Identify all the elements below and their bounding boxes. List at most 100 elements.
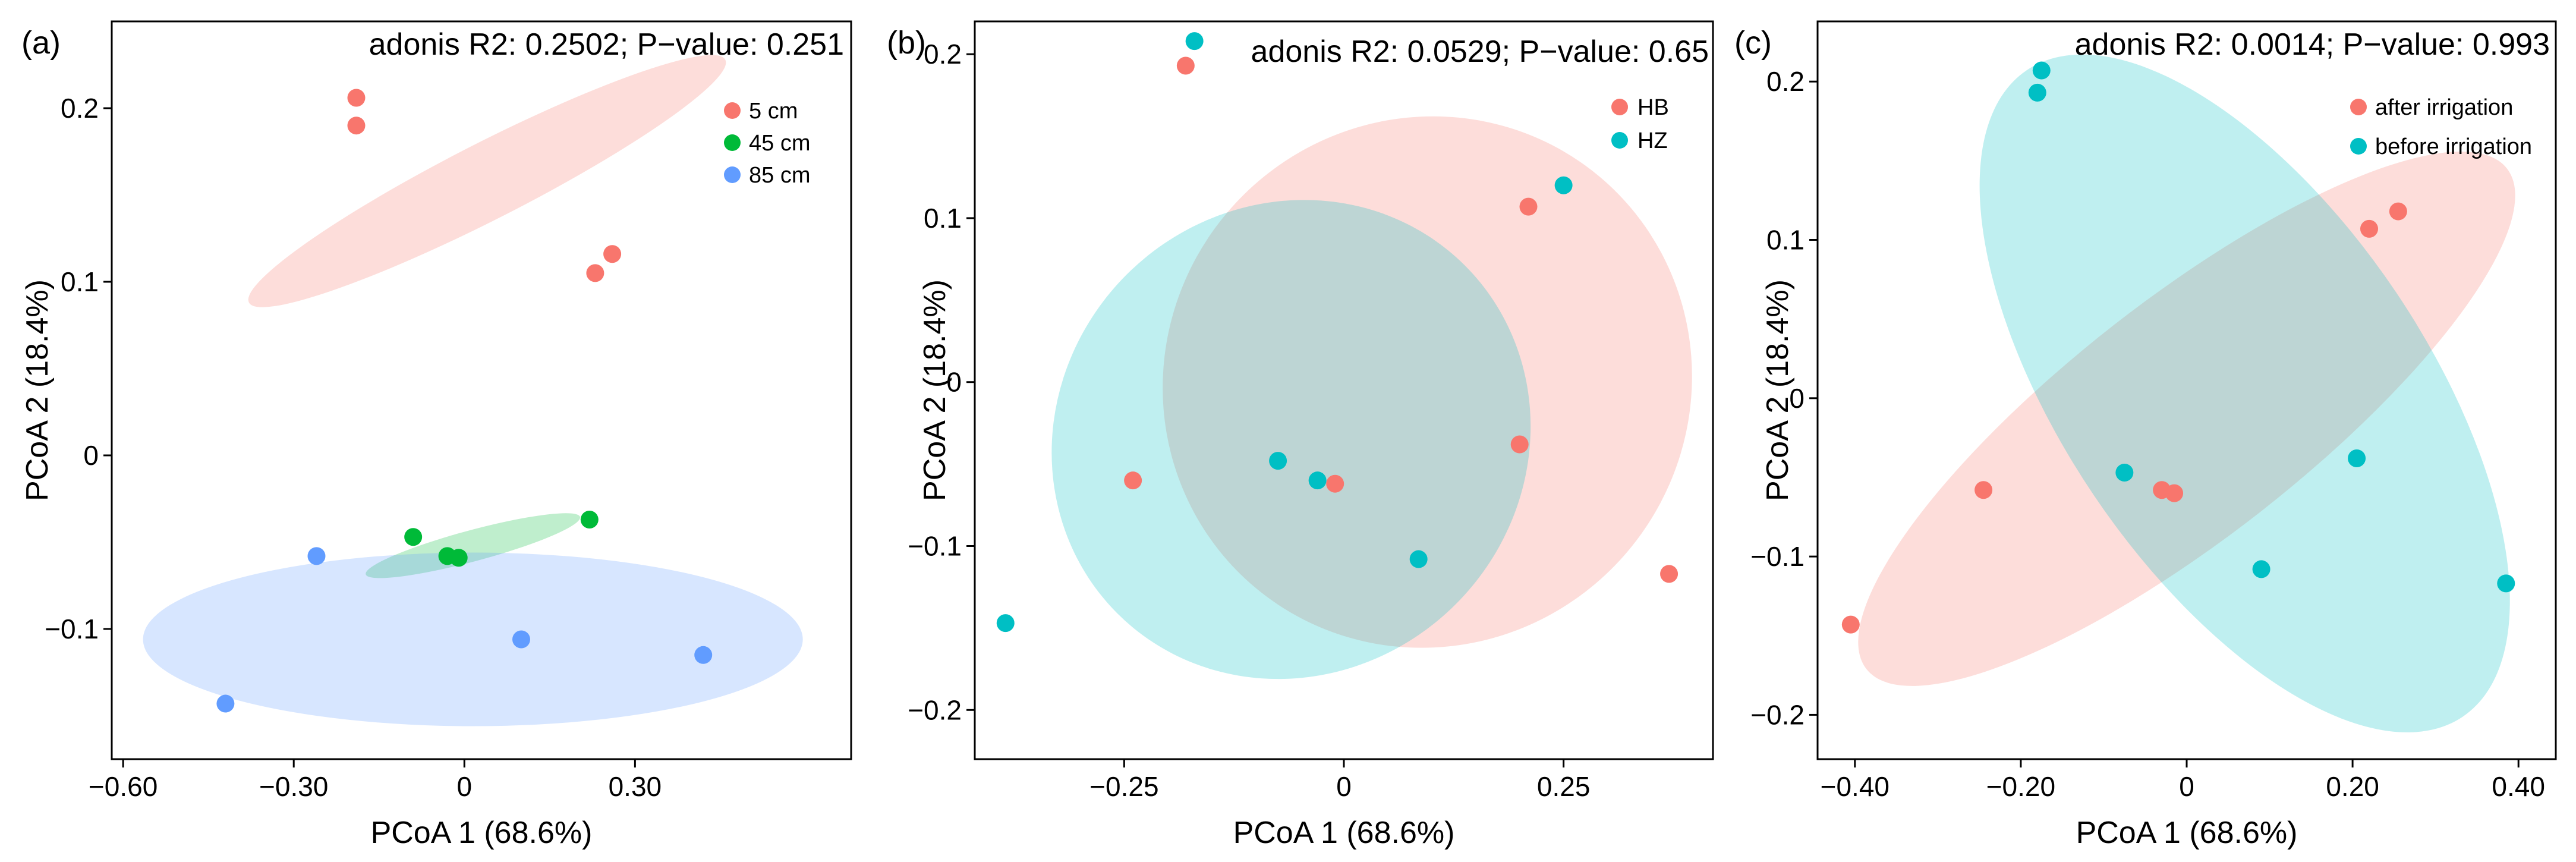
data-point-before-irrigation: [2252, 560, 2270, 578]
panel-b: −0.25 0 0.25 −0.2 −0.1 0 0.1 0.2 PCoA 1 (68.6%) P…: [887, 20, 1714, 850]
y-tick-label: 0.2: [61, 93, 99, 124]
adonis-annotation: adonis R2: 0.0529; P−value: 0.65: [1251, 34, 1709, 69]
data-point-85-cm: [512, 630, 530, 649]
data-point-hz: [1308, 471, 1327, 490]
series-hb: [1124, 56, 1679, 583]
legend-marker-hb: [1611, 99, 1628, 115]
data-point-before-irrigation: [2032, 61, 2051, 80]
data-point-before-irrigation: [2115, 463, 2134, 482]
data-point-after-irrigation: [1974, 481, 1993, 499]
x-tick-label: 0.40: [2492, 771, 2545, 802]
ellipse-before-irrigation: [1979, 54, 2510, 732]
data-point-85-cm: [307, 547, 326, 565]
ellipse-hb: [1163, 116, 1692, 648]
legend-marker-after-irrigation: [2350, 99, 2367, 115]
legend-label-hb: HB: [1637, 95, 1669, 120]
data-point-45-cm: [580, 511, 599, 529]
y-axis-title: PCoA 2 (18.4%): [918, 279, 952, 501]
series-hz: [996, 32, 1573, 633]
data-point-hz: [1409, 550, 1428, 568]
data-point-hz: [996, 614, 1015, 633]
data-point-hb: [1660, 565, 1679, 583]
adonis-annotation: adonis R2: 0.2502; P−value: 0.251: [369, 27, 844, 62]
series-5-cm: [347, 89, 622, 282]
y-tick-label: 0.2: [1766, 66, 1805, 97]
legend-marker-5-cm: [724, 102, 741, 119]
data-point-5-cm: [586, 264, 604, 282]
data-point-45-cm: [404, 528, 423, 546]
y-tick-label: 0: [83, 440, 99, 471]
data-point-hb: [1510, 435, 1529, 454]
legend: HB HZ: [1611, 95, 1669, 153]
series-before-irrigation: [2028, 61, 2515, 593]
y-tick-label: 0.1: [61, 266, 99, 297]
x-tick-label: −0.25: [1089, 771, 1158, 802]
legend-label-after-irrigation: after irrigation: [2375, 95, 2513, 120]
x-axis-title: PCoA 1 (68.6%): [1233, 816, 1455, 850]
series-85-cm: [216, 547, 713, 713]
legend: after irrigation before irrigation: [2350, 95, 2532, 159]
data-point-after-irrigation: [1841, 615, 1860, 634]
data-point-hz: [1185, 32, 1204, 51]
legend-marker-85-cm: [724, 166, 741, 183]
legend-label-hz: HZ: [1637, 128, 1668, 153]
y-tick-label: −0.1: [1750, 541, 1805, 572]
data-point-hb: [1176, 56, 1195, 75]
plot-frame: [111, 20, 852, 760]
legend-marker-45-cm: [724, 134, 741, 151]
data-point-hb: [1519, 197, 1538, 216]
data-point-hz: [1269, 452, 1287, 470]
y-axis-title: PCoA 2 (18.4%): [20, 279, 55, 501]
x-tick-label: 0.20: [2326, 771, 2379, 802]
data-point-hb: [1326, 474, 1344, 493]
series-45-cm: [404, 511, 599, 567]
adonis-annotation: adonis R2: 0.0014; P−value: 0.993: [2075, 27, 2550, 62]
x-axis-title: PCoA 1 (68.6%): [371, 816, 593, 850]
x-tick-label: 0.30: [609, 771, 662, 802]
data-point-before-irrigation: [2028, 83, 2046, 102]
x-tick-label: −0.30: [259, 771, 328, 802]
x-tick-label: 0: [456, 771, 472, 802]
legend-label-85-cm: 85 cm: [749, 163, 810, 188]
y-tick-label: 0: [1789, 383, 1805, 414]
y-tick-label: −0.1: [908, 530, 962, 561]
data-point-after-irrigation: [2360, 219, 2379, 238]
y-tick-label: 0.1: [924, 203, 962, 234]
data-point-after-irrigation: [2389, 202, 2407, 221]
confidence-ellipses: [1051, 116, 1692, 679]
panel-a: −0.60 −0.30 0 0.30 −0.1 0 0.1 0.2 PCoA 1 (68.6%)…: [20, 20, 852, 850]
legend-marker-before-irrigation: [2350, 138, 2367, 155]
panel-c: −0.40 −0.20 0 0.20 0.40 −0.2 −0.1 0 0.1 0.2 PCoA 1…: [1734, 20, 2557, 850]
series-after-irrigation: [1841, 202, 2407, 634]
confidence-ellipses: [143, 55, 803, 726]
x-tick-label: −0.20: [1986, 771, 2055, 802]
data-point-hz: [1554, 176, 1573, 194]
x-axis-title: PCoA 1 (68.6%): [2076, 816, 2298, 850]
y-axis-title: PCoA 2 (18.4%): [1761, 279, 1795, 501]
ellipse-5-cm: [248, 55, 726, 307]
x-tick-label: −0.40: [1821, 771, 1890, 802]
x-tick-label: −0.60: [89, 771, 158, 802]
legend-label-5-cm: 5 cm: [749, 99, 798, 124]
legend-marker-hz: [1611, 132, 1628, 149]
data-point-hb: [1124, 471, 1142, 490]
data-point-5-cm: [347, 117, 366, 135]
data-point-after-irrigation: [2165, 484, 2184, 502]
y-tick-label: 0.2: [924, 39, 962, 70]
data-point-before-irrigation: [2497, 574, 2515, 593]
y-tick-label: −0.1: [45, 614, 99, 644]
x-tick-label: 0.25: [1537, 771, 1591, 802]
y-tick-label: 0.1: [1766, 225, 1805, 256]
x-tick-label: 0: [2179, 771, 2194, 802]
panel-label: (c): [1734, 25, 1772, 61]
ellipse-after-irrigation: [1858, 151, 2515, 686]
panel-label: (b): [887, 25, 926, 61]
y-tick-label: −0.2: [1750, 699, 1805, 730]
data-point-5-cm: [603, 245, 622, 263]
y-tick-label: −0.2: [908, 694, 962, 725]
ellipse-45-cm: [366, 513, 581, 578]
data-point-45-cm: [449, 549, 468, 567]
data-point-before-irrigation: [2348, 449, 2366, 468]
ellipse-85-cm: [143, 552, 803, 726]
